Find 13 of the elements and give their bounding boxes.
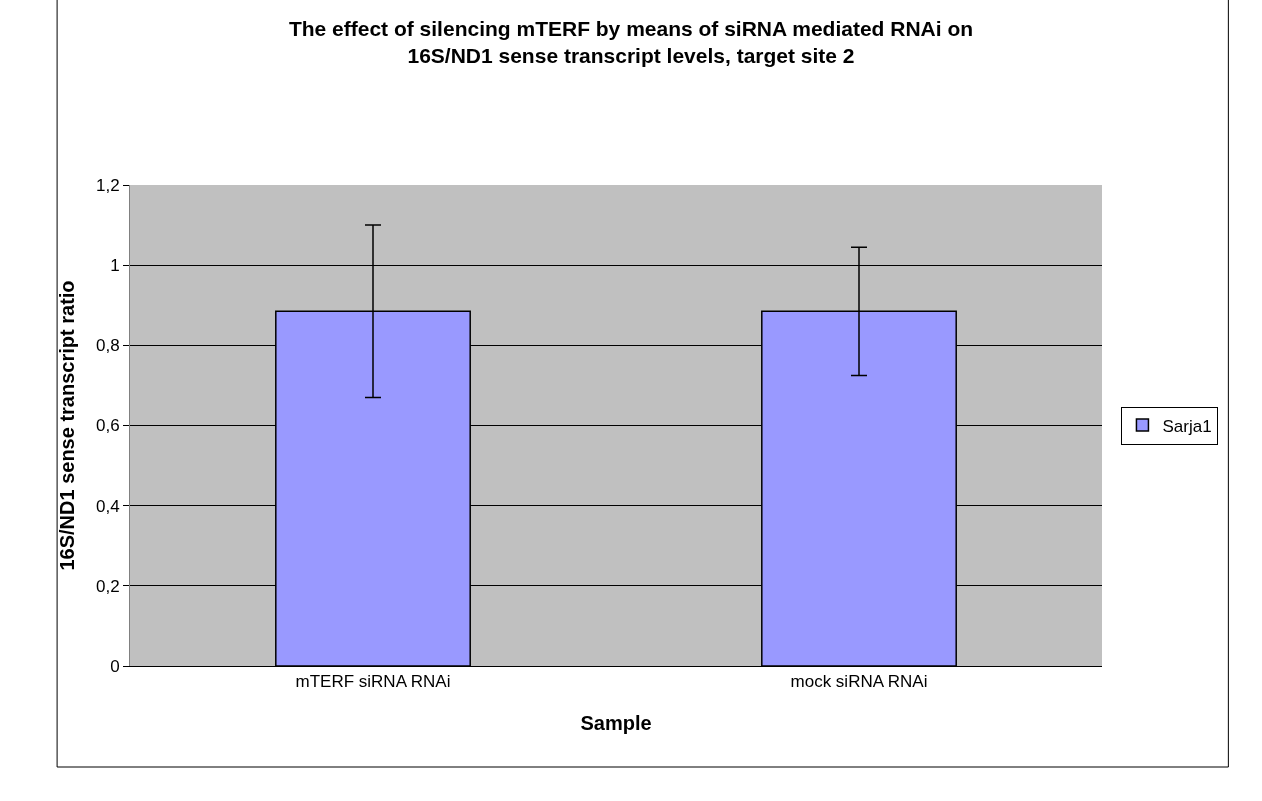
y-tick-label: 1,2 (95, 175, 120, 195)
y-tick-label: 0,4 (95, 496, 120, 516)
y-tick-label: 0,2 (95, 576, 120, 596)
x-tick-label: mTERF siRNA RNAi (295, 672, 451, 692)
y-tick-label: 0 (110, 656, 120, 676)
x-axis-title: Sample (580, 711, 652, 734)
y-axis-title: 16S/ND1 sense transcript ratio (56, 280, 79, 571)
chart-title: The effect of silencing mTERF by means of siRNA mediated RNAi on 16S/ND1 sense transcript levels, target site 2 (288, 17, 974, 68)
y-tick-label: 0,8 (95, 336, 120, 356)
y-tick-label: 1 (110, 256, 120, 276)
x-tick-label: mock siRNA RNAi (790, 672, 928, 692)
y-tick-label: 0,6 (95, 416, 120, 436)
legend-label: Sarja1 (1162, 416, 1212, 436)
